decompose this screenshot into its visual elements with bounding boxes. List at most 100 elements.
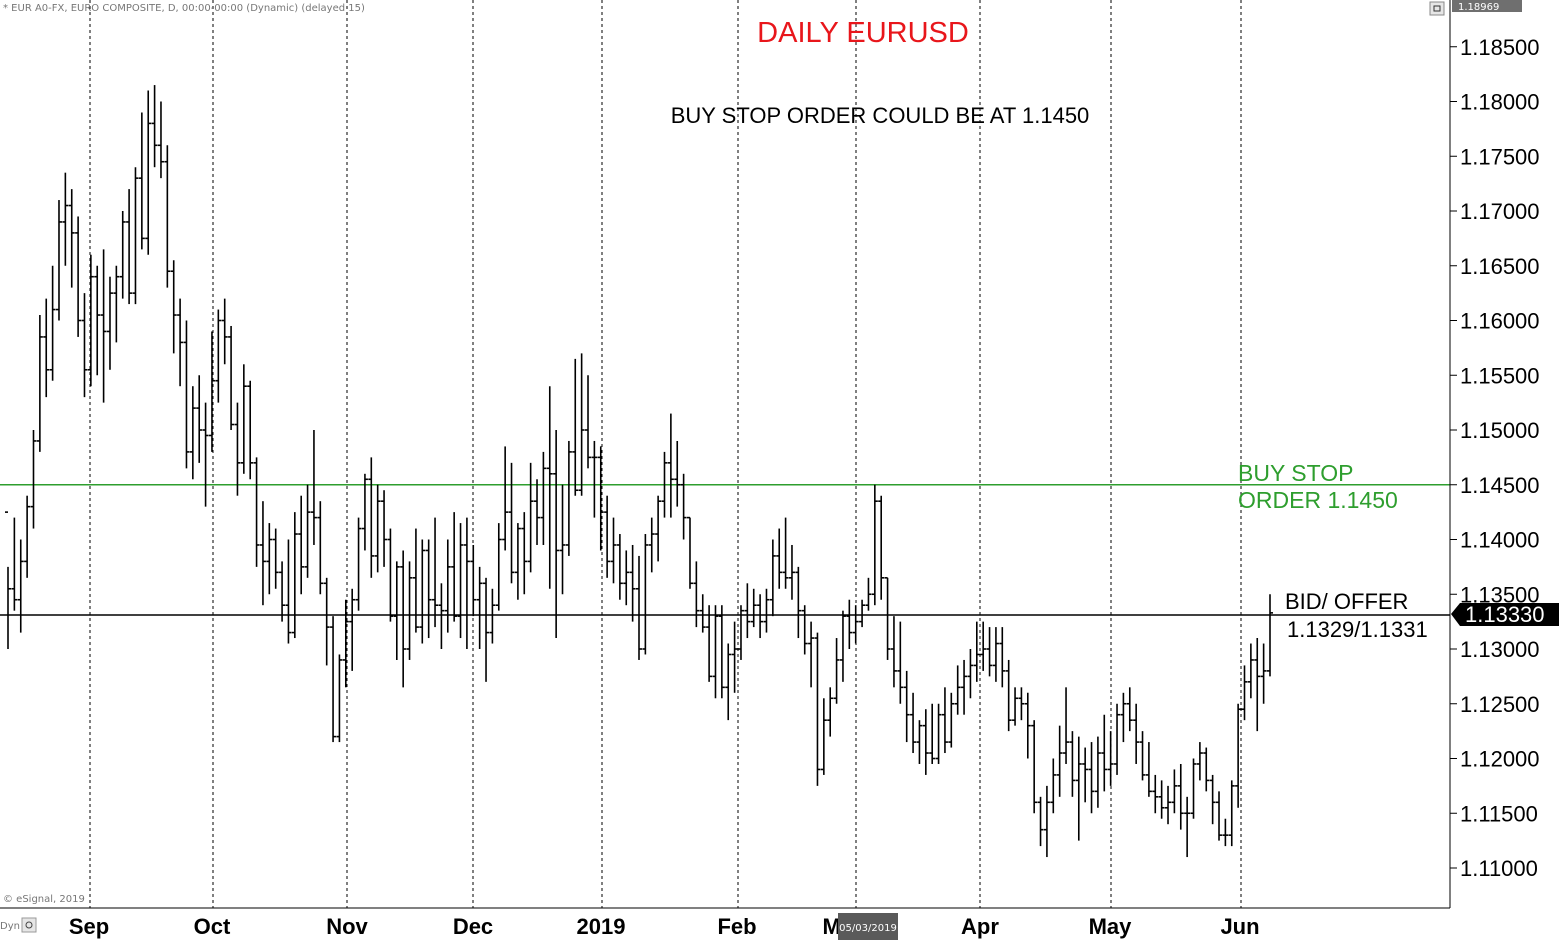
ohlc-bar <box>349 588 356 671</box>
ohlc-bar <box>183 320 190 469</box>
ohlc-bar <box>17 539 24 633</box>
ohlc-bar <box>1203 747 1210 792</box>
ohlc-bar <box>508 462 515 584</box>
restore-window-icon[interactable] <box>1429 1 1445 16</box>
ohlc-bar <box>871 484 878 606</box>
ohlc-bar <box>387 528 394 622</box>
month-label: 2019 <box>577 914 626 939</box>
ohlc-bar <box>1031 720 1038 814</box>
ohlc-bar <box>1254 638 1261 732</box>
ohlc-bar <box>1063 687 1070 764</box>
ohlc-bar <box>476 566 483 649</box>
month-label: Dec <box>453 914 493 939</box>
ohlc-bar <box>132 167 139 305</box>
ohlc-bar <box>782 517 789 589</box>
price-axis-ticks: 1.18500 1.18000 1.17500 1.17000 1.16500 1.160… <box>1450 35 1540 881</box>
ohlc-bar <box>1043 785 1050 858</box>
ohlc-bar <box>291 512 298 639</box>
ohlc-bar <box>43 298 50 398</box>
ohlc-bar <box>629 544 636 622</box>
ohlc-bar <box>49 265 56 381</box>
ohlc-bar <box>502 446 509 551</box>
chart-title: DAILY EURUSD <box>757 17 969 49</box>
ohlc-bar <box>240 364 247 474</box>
ohlc-bar <box>597 446 604 551</box>
ohlc-bar <box>878 495 885 600</box>
ohlc-bar <box>374 484 381 573</box>
ohlc-bar <box>1152 774 1159 814</box>
ohlc-bar <box>1107 731 1114 786</box>
ohlc-bar <box>266 523 273 595</box>
ohlc-bar <box>546 386 553 589</box>
ohlc-bar <box>1050 758 1057 814</box>
ohlc-bar <box>623 550 630 606</box>
ohlc-bar <box>1216 791 1223 841</box>
ohlc-bar <box>164 145 171 288</box>
ohlc-bar <box>922 709 929 775</box>
ohlc-bar <box>839 610 846 682</box>
price-tick-label: 1.17500 <box>1460 144 1540 169</box>
ohlc-bar <box>553 430 560 639</box>
month-label: Nov <box>326 914 368 939</box>
ohlc-bar <box>87 254 94 387</box>
ohlc-bar <box>808 621 815 688</box>
ohlc-bar <box>941 687 948 754</box>
ohlc-bar <box>208 331 215 452</box>
ohlc-bar <box>986 627 993 677</box>
ohlc-bar <box>1114 703 1121 775</box>
ohlc-bar <box>170 260 177 354</box>
ohlc-bar <box>234 402 241 496</box>
ohlc-bar <box>833 638 840 704</box>
ohlc-bar <box>954 665 961 715</box>
horizontal-level-lines <box>0 484 1450 616</box>
ohlc-bar <box>814 632 821 786</box>
ohlc-bar <box>521 512 528 595</box>
ohlc-bar <box>540 451 547 545</box>
ohlc-bar <box>1012 687 1019 726</box>
ohlc-bar <box>11 517 18 611</box>
ohlc-bar <box>189 386 196 480</box>
price-tick-label: 1.17000 <box>1460 199 1540 224</box>
settings-icon[interactable] <box>21 917 37 933</box>
ohlc-bar <box>1158 780 1165 819</box>
ohlc-bar <box>1101 714 1108 792</box>
ohlc-bar <box>1177 763 1184 830</box>
month-label: Sep <box>69 914 109 939</box>
ohlc-bar <box>744 583 751 639</box>
ohlc-bar <box>642 534 649 655</box>
ohlc-bar <box>1075 736 1082 841</box>
buy-stop-label-line2: ORDER 1.1450 <box>1238 487 1398 513</box>
ohlc-bar <box>1088 742 1095 814</box>
ohlc-bar <box>145 90 152 255</box>
bid-offer-label-line2: 1.1329/1.1331 <box>1287 617 1428 642</box>
ohlc-bar <box>604 495 611 578</box>
ohlc-bar <box>355 517 362 611</box>
ohlc-bar <box>419 539 426 644</box>
ohlc-bar <box>591 440 598 518</box>
ohlc-bar <box>406 561 413 660</box>
ohlc-bar <box>5 511 11 649</box>
ohlc-bar <box>304 484 311 578</box>
ohlc-bar <box>795 566 802 639</box>
month-label: Feb <box>717 914 756 939</box>
ohlc-bar <box>412 528 419 633</box>
dyn-label: Dyn <box>0 921 20 932</box>
ohlc-bar <box>967 649 974 699</box>
month-label: Jun <box>1220 914 1259 939</box>
ohlc-bar <box>438 583 445 649</box>
price-tick-label: 1.13000 <box>1460 637 1540 662</box>
ohlc-bar <box>1171 769 1178 814</box>
ohlc-bar <box>897 621 904 704</box>
chart-subtitle: BUY STOP ORDER COULD BE AT 1.1450 <box>671 103 1090 128</box>
ohlc-bar <box>24 495 31 578</box>
ohlc-bar <box>801 605 808 655</box>
ohlc-bar <box>929 703 936 764</box>
ohlc-bar <box>1069 731 1076 797</box>
ohlc-bar <box>667 413 674 518</box>
ohlc-bar <box>94 265 101 376</box>
ohlc-bar <box>400 550 407 688</box>
ohlc-bar <box>259 501 266 606</box>
buy-stop-label-line1: BUY STOP <box>1238 460 1353 486</box>
ohlc-bar <box>788 544 795 600</box>
crosshair-date-value: 05/03/2019 <box>839 923 897 934</box>
